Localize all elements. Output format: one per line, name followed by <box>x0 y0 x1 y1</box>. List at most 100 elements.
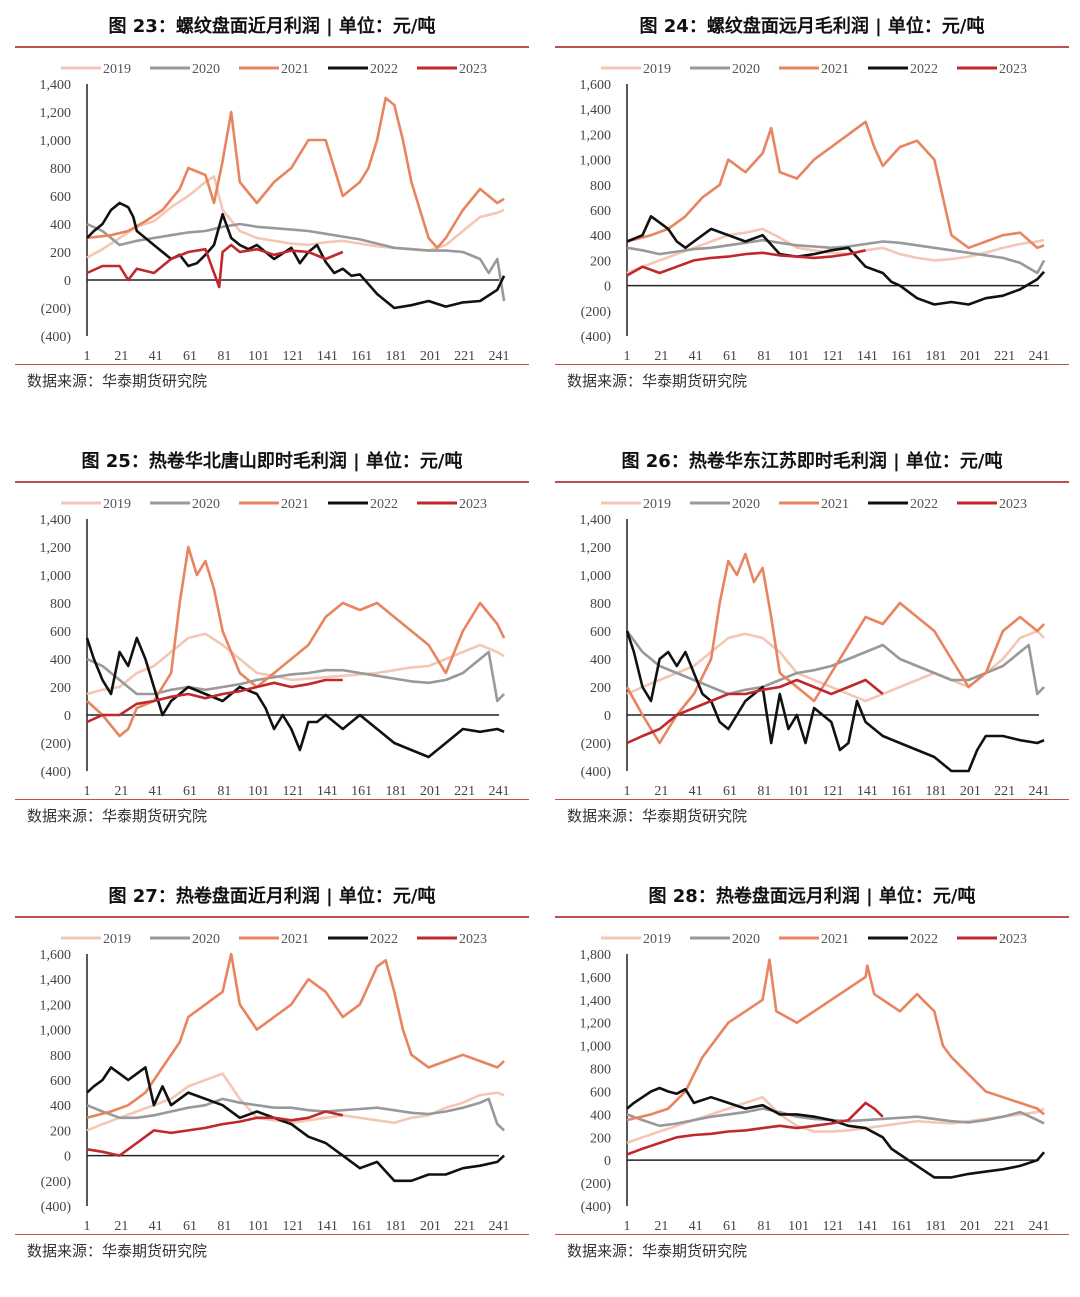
x-tick-label: 161 <box>891 784 912 799</box>
x-tick-label: 121 <box>283 1219 304 1234</box>
y-tick-label: 200 <box>590 1131 611 1146</box>
x-tick-label: 61 <box>723 349 737 364</box>
series-line-2019 <box>626 227 1045 275</box>
y-tick-label: 1,000 <box>580 154 612 169</box>
chart-legend: 2019 2020 2021 2022 2023 <box>61 932 487 947</box>
x-tick-label: 1 <box>84 784 91 799</box>
chart-panel-26: 图 26：热卷华东江苏即时毛利润 | 单位：元/吨 2019 2020 2021 20… <box>555 445 1069 845</box>
x-tick-label: 221 <box>454 784 475 799</box>
x-tick-label: 161 <box>351 784 372 799</box>
legend-label: 2022 <box>910 497 938 512</box>
legend-label: 2020 <box>732 932 760 947</box>
chart-panel-28: 图 28：热卷盘面远月利润 | 单位：元/吨 2019 2020 2021 2022 2… <box>555 880 1069 1280</box>
chart-legend: 2019 2020 2021 2022 2023 <box>601 932 1027 947</box>
x-tick-label: 61 <box>183 349 197 364</box>
y-tick-label: 1,800 <box>580 948 612 963</box>
y-tick-label: 0 <box>604 280 611 295</box>
line-chart-plot: 2019 2020 2021 2022 2023 (400) (200) 0 200 400 600… <box>580 62 1050 364</box>
series-line-2020 <box>626 238 1046 275</box>
x-tick-label: 101 <box>248 784 269 799</box>
y-tick-label: 1,000 <box>580 569 612 584</box>
source-label: 数据来源：华泰期货研究院 <box>27 372 208 390</box>
source-label: 数据来源：华泰期货研究院 <box>27 807 208 825</box>
y-tick-label: (400) <box>581 765 612 780</box>
x-tick-label: 241 <box>489 784 510 799</box>
x-tick-label: 221 <box>994 784 1015 799</box>
x-tick-label: 81 <box>217 1219 231 1234</box>
series-line-2022 <box>86 1066 505 1183</box>
x-tick-label: 21 <box>114 1219 128 1234</box>
legend-label: 2023 <box>459 497 487 512</box>
x-tick-label: 21 <box>654 784 668 799</box>
legend-label: 2019 <box>103 497 131 512</box>
series-line-2019 <box>86 632 505 696</box>
legend-label: 2023 <box>999 497 1027 512</box>
x-tick-label: 201 <box>960 349 981 364</box>
chart-title: 图 24：螺纹盘面远月毛利润 | 单位：元/吨 <box>639 16 985 37</box>
x-tick-label: 121 <box>823 784 844 799</box>
y-tick-label: 1,200 <box>40 106 72 121</box>
y-tick-label: 400 <box>50 653 71 668</box>
x-tick-label: 61 <box>723 784 737 799</box>
source-divider <box>555 364 1069 365</box>
series-line-2021 <box>625 552 1046 745</box>
y-tick-label: 1,400 <box>580 994 612 1009</box>
x-tick-label: 161 <box>351 349 372 364</box>
y-tick-label: 200 <box>50 1124 71 1139</box>
series-line-2023 <box>626 249 866 277</box>
x-tick-label: 1 <box>624 784 631 799</box>
x-tick-label: 1 <box>624 349 631 364</box>
legend-label: 2022 <box>370 497 398 512</box>
chart-panel-24: 图 24：螺纹盘面远月毛利润 | 单位：元/吨 2019 2020 2021 2022… <box>555 10 1069 410</box>
series-line-2019 <box>86 175 505 259</box>
y-tick-label: 1,000 <box>580 1040 612 1055</box>
y-tick-label: 200 <box>50 681 71 696</box>
y-tick-label: 800 <box>50 162 71 177</box>
x-tick-label: 221 <box>994 349 1015 364</box>
y-tick-label: 1,200 <box>580 128 612 143</box>
legend-label: 2021 <box>281 62 309 77</box>
series-line-2023 <box>86 243 344 289</box>
legend-label: 2022 <box>910 932 938 947</box>
legend-label: 2019 <box>643 62 671 77</box>
x-tick-label: 21 <box>654 349 668 364</box>
y-tick-label: 800 <box>590 1063 611 1078</box>
x-tick-label: 41 <box>689 1219 703 1234</box>
legend-label: 2020 <box>192 497 220 512</box>
chart-panel-27: 图 27：热卷盘面近月利润 | 单位：元/吨 2019 2020 2021 2022 2… <box>15 880 529 1280</box>
series-line-2023 <box>86 678 343 724</box>
y-tick-label: 600 <box>50 190 71 205</box>
x-tick-label: 61 <box>183 784 197 799</box>
y-tick-label: 1,400 <box>580 513 612 528</box>
y-tick-label: 400 <box>50 218 71 233</box>
chart-title: 图 27：热卷盘面近月利润 | 单位：元/吨 <box>108 886 436 907</box>
x-tick-label: 121 <box>283 784 304 799</box>
line-chart-plot: 2019 2020 2021 2022 2023 (400) (200) 0 200 400 600… <box>580 932 1050 1234</box>
x-tick-label: 61 <box>723 1219 737 1234</box>
series-line-2023 <box>86 1110 344 1157</box>
x-tick-label: 1 <box>84 349 91 364</box>
legend-label: 2022 <box>370 932 398 947</box>
line-chart-plot: 2019 2020 2021 2022 2023 (400) (200) 0 200 400 600… <box>40 932 510 1234</box>
x-tick-label: 101 <box>788 349 809 364</box>
y-tick-label: (400) <box>581 1200 612 1215</box>
chart-title: 图 25：热卷华北唐山即时毛利润 | 单位：元/吨 <box>81 451 463 472</box>
x-tick-label: 101 <box>248 349 269 364</box>
legend-label: 2020 <box>192 62 220 77</box>
x-tick-label: 221 <box>994 1219 1015 1234</box>
y-tick-label: (200) <box>581 305 612 320</box>
x-tick-label: 141 <box>317 1219 338 1234</box>
y-tick-label: 200 <box>590 254 611 269</box>
y-tick-label: 1,400 <box>40 973 72 988</box>
line-chart-plot: 2019 2020 2021 2022 2023 (400) (200) 0 200 400 600… <box>40 62 510 364</box>
y-tick-label: (200) <box>41 737 72 752</box>
chart-legend: 2019 2020 2021 2022 2023 <box>601 62 1027 77</box>
legend-label: 2021 <box>281 932 309 947</box>
y-tick-label: (400) <box>41 330 72 345</box>
x-tick-label: 201 <box>420 1219 441 1234</box>
x-tick-label: 41 <box>689 784 703 799</box>
series-line-2021 <box>626 120 1045 250</box>
x-tick-label: 1 <box>624 1219 631 1234</box>
x-tick-label: 141 <box>857 349 878 364</box>
y-tick-label: 600 <box>590 204 611 219</box>
